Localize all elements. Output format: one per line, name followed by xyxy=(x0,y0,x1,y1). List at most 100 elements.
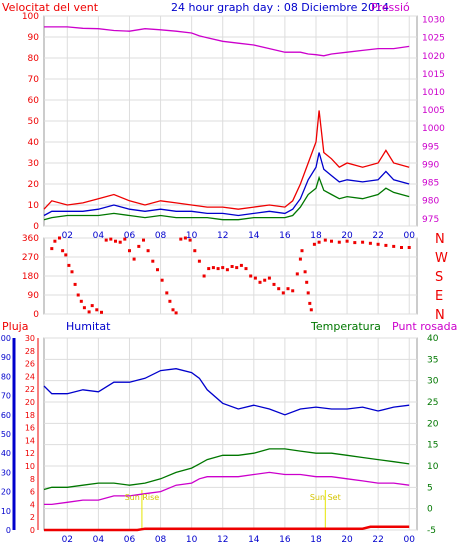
wind-direction-point xyxy=(179,237,183,241)
rain-y-tick: 0 xyxy=(30,526,35,535)
wind-direction-point xyxy=(277,287,281,291)
direction-y-tick: 90 xyxy=(28,291,40,301)
wind-direction-point xyxy=(90,304,94,308)
wind-direction-point xyxy=(137,244,141,248)
wind-direction-point xyxy=(253,276,257,280)
wind-y-tick: 0 xyxy=(33,222,39,232)
wind-y-tick: 10 xyxy=(28,201,40,211)
wind-direction-point xyxy=(291,289,295,293)
wind-direction-point xyxy=(188,238,192,242)
wind-direction-point xyxy=(151,259,155,263)
rain-y-tick: 4 xyxy=(30,500,35,509)
wind-direction-point xyxy=(87,310,91,314)
wind-direction-point xyxy=(298,257,302,261)
direction-y-tick: 360 xyxy=(22,234,39,244)
wind-direction-point xyxy=(286,287,290,291)
wind-direction-point xyxy=(61,249,65,253)
wind-direction-point xyxy=(249,274,253,278)
wind-direction-point xyxy=(202,274,206,278)
wind-y-tick: 40 xyxy=(28,138,40,148)
wind-direction-point xyxy=(221,266,225,270)
temp-x-tick: 00 xyxy=(404,535,416,545)
wind-direction-point xyxy=(174,311,178,315)
temp-y-tick: 5 xyxy=(427,483,433,493)
temp-y-tick: 10 xyxy=(427,462,439,472)
rain-y-tick: 6 xyxy=(30,488,35,497)
compass-label: E xyxy=(435,289,443,304)
rain-y-tick: 12 xyxy=(25,449,35,458)
pressure-y-tick: 1005 xyxy=(422,106,445,116)
temperature-label: Temperatura xyxy=(310,320,381,333)
temp-x-tick: 08 xyxy=(155,535,167,545)
chart-title: 24 hour graph day : 08 Diciembre 2014 xyxy=(171,1,389,14)
wind-direction-point xyxy=(317,240,321,244)
humidity-y-tick: 70 xyxy=(1,392,11,401)
wind-direction-point xyxy=(160,278,164,282)
temp-x-tick: 22 xyxy=(372,535,383,545)
wind-direction-point xyxy=(197,259,201,263)
humidity-y-tick: 100 xyxy=(0,334,11,343)
pressure-y-tick: 1025 xyxy=(422,34,445,44)
wind-direction-point xyxy=(281,291,285,295)
rain-y-tick: 2 xyxy=(30,513,35,522)
rain-y-tick: 22 xyxy=(25,385,35,394)
temp-y-tick: 40 xyxy=(427,334,439,344)
wind-direction-point xyxy=(146,249,150,253)
tick-labels: 0102030405060708090100975980985990995100… xyxy=(0,12,448,545)
temp-y-tick: 20 xyxy=(427,419,439,429)
temp-series-line-0 xyxy=(43,368,410,416)
wind-direction-point xyxy=(118,240,122,244)
wind-direction-point xyxy=(82,306,86,310)
sun-event-label: Sun Rise xyxy=(125,493,160,502)
rain-y-tick: 30 xyxy=(25,334,35,343)
wind-y-tick: 30 xyxy=(28,159,40,169)
compass-label: W xyxy=(435,251,448,266)
wind-direction-point xyxy=(73,282,77,286)
humidity-y-tick: 40 xyxy=(1,449,11,458)
wind-direction-point xyxy=(53,239,57,243)
wind-direction-point xyxy=(330,239,333,243)
humidity-y-tick: 90 xyxy=(1,353,11,362)
pressure-label: Pressió xyxy=(371,1,410,14)
wind-y-tick: 20 xyxy=(28,180,40,190)
wind-direction-point xyxy=(109,237,113,241)
pressure-y-tick: 1020 xyxy=(422,52,445,62)
humidity-y-tick: 50 xyxy=(1,430,11,439)
wind-direction-point xyxy=(207,267,211,271)
wind-direction-point xyxy=(76,293,80,297)
wind-direction-point xyxy=(235,266,239,270)
wind-direction-point xyxy=(50,247,54,251)
rain-y-tick: 14 xyxy=(25,436,35,445)
temp-y-tick: 15 xyxy=(427,441,438,451)
wind-direction-point xyxy=(400,246,403,249)
wind-direction-point xyxy=(114,239,117,243)
humidity-y-tick: 0 xyxy=(6,526,11,535)
humidity-y-tick: 60 xyxy=(1,411,11,420)
rain-y-tick: 28 xyxy=(25,347,35,356)
pressure-y-tick: 985 xyxy=(422,179,439,189)
humidity-y-tick: 30 xyxy=(1,468,11,477)
wind-direction-point xyxy=(225,268,229,272)
temp-y-tick: -5 xyxy=(427,526,436,536)
wind-direction-point xyxy=(305,280,309,284)
wind-direction-point xyxy=(308,301,312,305)
wind-direction-point xyxy=(295,272,299,276)
compass-label: N xyxy=(435,232,445,247)
wind-direction-point xyxy=(132,257,136,261)
temp-x-tick: 18 xyxy=(310,535,322,545)
wind-direction-point xyxy=(104,238,108,242)
temperature-panel-frame xyxy=(43,337,418,531)
sun-event-label: Sun Set xyxy=(310,493,341,502)
wind-y-tick: 60 xyxy=(28,96,40,106)
wind-direction-point xyxy=(312,242,316,246)
wind-x-tick: 06 xyxy=(124,231,136,241)
wind-direction-point xyxy=(384,243,388,247)
grid-lines xyxy=(44,15,417,531)
wind-direction-point xyxy=(171,308,175,312)
pressure-y-tick: 990 xyxy=(422,160,439,170)
temp-x-tick: 04 xyxy=(93,535,105,545)
temp-x-tick: 06 xyxy=(124,535,136,545)
temp-series-line-3 xyxy=(44,525,410,532)
pressure-y-tick: 1015 xyxy=(422,70,445,80)
